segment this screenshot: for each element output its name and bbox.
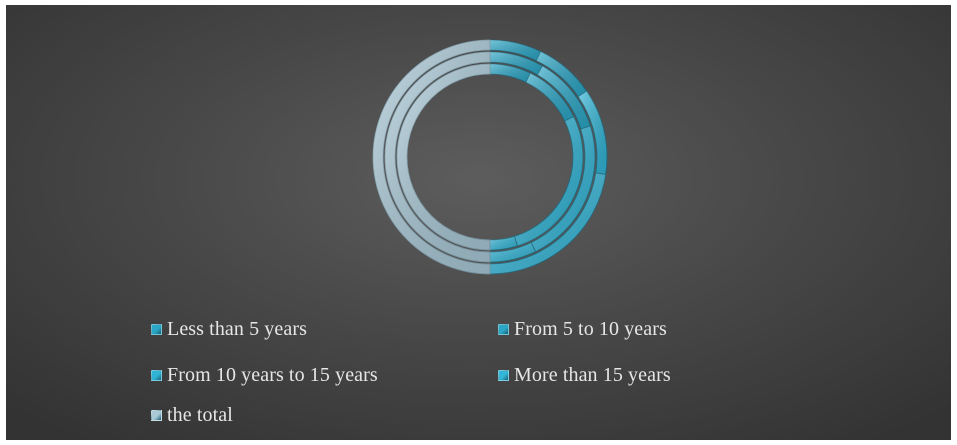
- donut-slice-highlight: [397, 64, 490, 250]
- donut-slice-highlight: [514, 116, 583, 246]
- legend-swatch-icon: [151, 324, 162, 335]
- legend-label: the total: [167, 404, 233, 426]
- donut-plot: [372, 39, 608, 275]
- donut-slice-highlight: [490, 172, 606, 274]
- donut-slice-highlight: [578, 91, 607, 175]
- legend-swatch-icon: [151, 370, 162, 381]
- donut-slice-highlight: [537, 66, 591, 129]
- donut-slice-highlight: [490, 52, 543, 75]
- chart-area: Less than 5 years From 5 to 10 years Fro…: [6, 5, 951, 440]
- legend-item-more-than-15-years: More than 15 years: [498, 364, 671, 387]
- donut-slice-highlight: [490, 236, 518, 250]
- donut-slice-highlight: [536, 51, 587, 97]
- legend-item-the-total: the total: [151, 404, 233, 427]
- legend-label: From 5 to 10 years: [514, 318, 667, 340]
- donut-rings: [372, 39, 608, 275]
- legend-item-5-to-10-years: From 5 to 10 years: [498, 318, 667, 341]
- donut-slice-highlight: [490, 242, 536, 262]
- legend: Less than 5 years From 5 to 10 years Fro…: [6, 5, 951, 440]
- legend-swatch-icon: [151, 410, 162, 421]
- donut-slice-highlight: [490, 40, 541, 61]
- donut-slice-highlight: [526, 73, 574, 121]
- donut-slice-highlight: [531, 126, 595, 252]
- donut-slice-highlight: [490, 64, 531, 83]
- legend-label: More than 15 years: [514, 364, 671, 386]
- legend-label: Less than 5 years: [167, 318, 307, 340]
- legend-swatch-icon: [498, 324, 509, 335]
- legend-swatch-icon: [498, 370, 509, 381]
- legend-item-10-to-15-years: From 10 years to 15 years: [151, 364, 378, 387]
- legend-item-less-than-5-years: Less than 5 years: [151, 318, 307, 341]
- legend-label: From 10 years to 15 years: [167, 364, 378, 386]
